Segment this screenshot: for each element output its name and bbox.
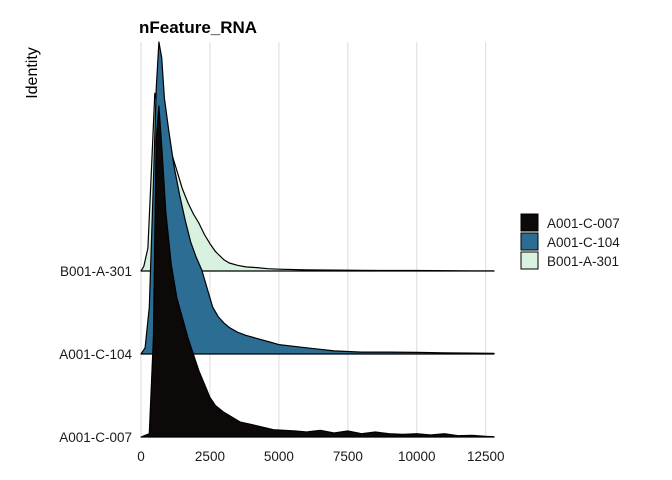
legend-swatch-A001-C-007	[520, 213, 539, 232]
y-tick-label-A001-C-007: A001-C-007	[59, 430, 132, 445]
chart-title: nFeature_RNA	[139, 18, 257, 37]
legend-label-B001-A-301: B001-A-301	[547, 254, 619, 269]
legend: A001-C-007 A001-C-104 B001-A-301	[520, 213, 620, 270]
legend-label-A001-C-007: A001-C-007	[547, 216, 620, 231]
x-tick-label-2500: 2500	[195, 449, 225, 464]
ridge-B001-A-301	[140, 92, 495, 272]
ridges	[140, 41, 495, 438]
x-tick-label-0: 0	[137, 449, 145, 464]
x-tick-label-12500: 12500	[467, 449, 505, 464]
y-tick-label-A001-C-104: A001-C-104	[59, 347, 132, 362]
x-tick-label-5000: 5000	[264, 449, 294, 464]
legend-swatch-B001-A-301	[520, 251, 539, 270]
legend-swatch-A001-C-104	[520, 232, 539, 251]
x-tick-label-7500: 7500	[333, 449, 363, 464]
y-axis-ticks: A001-C-007 A001-C-104 B001-A-301	[59, 264, 132, 445]
ridge-A001-C-007	[140, 105, 495, 438]
x-tick-label-10000: 10000	[398, 449, 436, 464]
legend-label-A001-C-104: A001-C-104	[547, 235, 620, 250]
y-axis-title: Identity	[24, 47, 41, 99]
x-axis-ticks: 0 2500 5000 7500 10000 12500	[137, 449, 504, 464]
y-tick-label-B001-A-301: B001-A-301	[60, 264, 132, 279]
ridge-A001-C-104	[140, 41, 495, 355]
grid-lines	[140, 42, 487, 437]
